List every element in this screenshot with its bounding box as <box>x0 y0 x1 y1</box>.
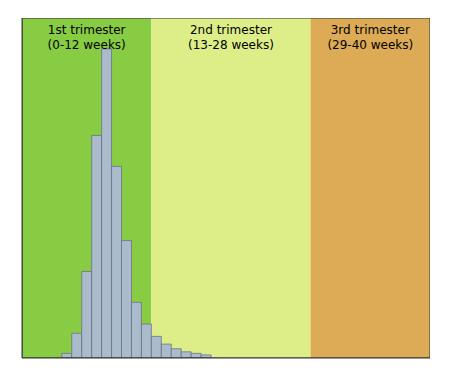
svg-text:2nd trimester(13-28 weeks): 2nd trimester(13-28 weeks) <box>188 23 274 52</box>
svg-text:3rd trimester(29-40 weeks): 3rd trimester(29-40 weeks) <box>327 23 413 52</box>
svg-text:1st trimester(0-12 weeks): 1st trimester(0-12 weeks) <box>48 23 126 52</box>
